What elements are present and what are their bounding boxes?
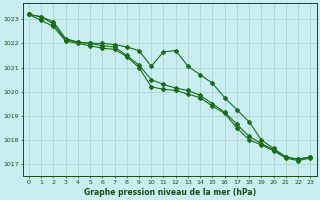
X-axis label: Graphe pression niveau de la mer (hPa): Graphe pression niveau de la mer (hPa) [84, 188, 256, 197]
